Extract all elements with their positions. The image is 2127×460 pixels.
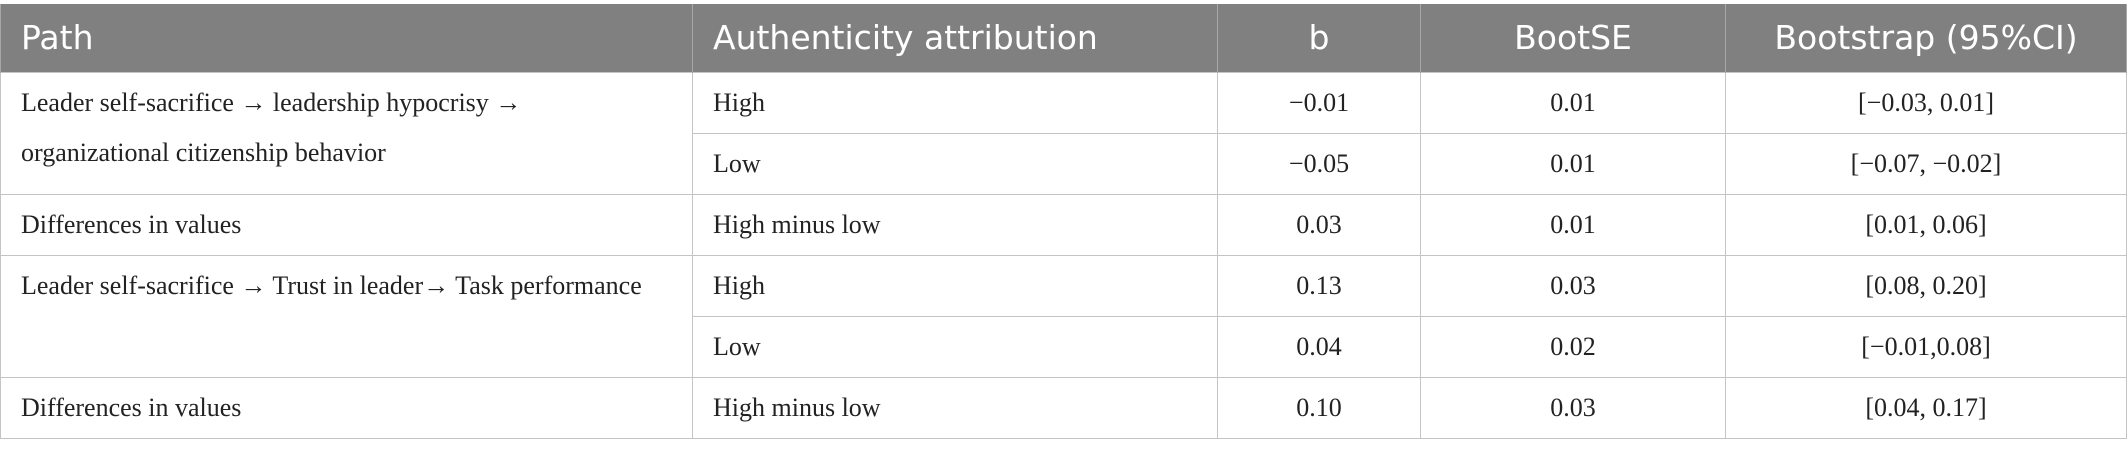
table-row: Low 0.04 0.02 [−0.01,0.08] xyxy=(1,315,2127,378)
ci-cell: [0.04, 0.17] xyxy=(1725,376,2127,439)
header-row: Path Authenticity attribution b BootSE B… xyxy=(0,4,2127,72)
b-cell: 0.10 xyxy=(1217,376,1421,439)
path-cell: Differences in values xyxy=(0,193,693,256)
ci-cell: [−0.07, −0.02] xyxy=(1725,132,2127,195)
results-table-container: Path Authenticity attribution b BootSE B… xyxy=(0,4,2127,439)
table-header: Path Authenticity attribution b BootSE B… xyxy=(0,4,2127,72)
results-table: Path Authenticity attribution b BootSE B… xyxy=(0,4,2127,439)
table-body: Leader self-sacrifice → leadership hypoc… xyxy=(0,71,2127,439)
path-cell: Leader self-sacrifice → Trust in leader→… xyxy=(0,254,693,378)
header-bootstrap-ci: Bootstrap (95%CI) xyxy=(1725,4,2127,72)
bootse-cell: 0.03 xyxy=(1420,254,1726,317)
table-row: Differences in values High minus low 0.1… xyxy=(0,376,2127,439)
b-cell: 0.03 xyxy=(1217,193,1421,256)
attribution-cell: High xyxy=(692,254,1218,317)
table-row: Leader self-sacrifice → Trust in leader→… xyxy=(0,254,2127,378)
b-cell: 0.04 xyxy=(1217,315,1421,378)
header-b: b xyxy=(1217,4,1421,72)
b-cell: 0.13 xyxy=(1217,254,1421,317)
bootse-cell: 0.01 xyxy=(1420,71,1726,134)
attribution-cell: Low xyxy=(692,132,1218,195)
path-cell: Leader self-sacrifice → leadership hypoc… xyxy=(0,71,693,195)
ci-cell: [0.01, 0.06] xyxy=(1725,193,2127,256)
attribution-cell: High minus low xyxy=(692,193,1218,256)
table-row: Leader self-sacrifice → leadership hypoc… xyxy=(0,71,2127,195)
bootse-cell: 0.03 xyxy=(1420,376,1726,439)
header-authenticity-attribution: Authenticity attribution xyxy=(692,4,1218,72)
ci-cell: [0.08, 0.20] xyxy=(1725,254,2127,317)
bootse-cell: 0.02 xyxy=(1420,315,1726,378)
ci-cell: [−0.03, 0.01] xyxy=(1725,71,2127,134)
table-row: Differences in values High minus low 0.0… xyxy=(0,193,2127,256)
bootse-cell: 0.01 xyxy=(1420,193,1726,256)
bootse-cell: 0.01 xyxy=(1420,132,1726,195)
path-cell: Differences in values xyxy=(0,376,693,439)
ci-cell: [−0.01,0.08] xyxy=(1725,315,2127,378)
b-cell: −0.05 xyxy=(1217,132,1421,195)
attribution-cell: High xyxy=(692,71,1218,134)
attribution-cell: High minus low xyxy=(692,376,1218,439)
header-path: Path xyxy=(0,4,693,72)
header-bootse: BootSE xyxy=(1420,4,1726,72)
b-cell: −0.01 xyxy=(1217,71,1421,134)
attribution-cell: Low xyxy=(692,315,1218,378)
